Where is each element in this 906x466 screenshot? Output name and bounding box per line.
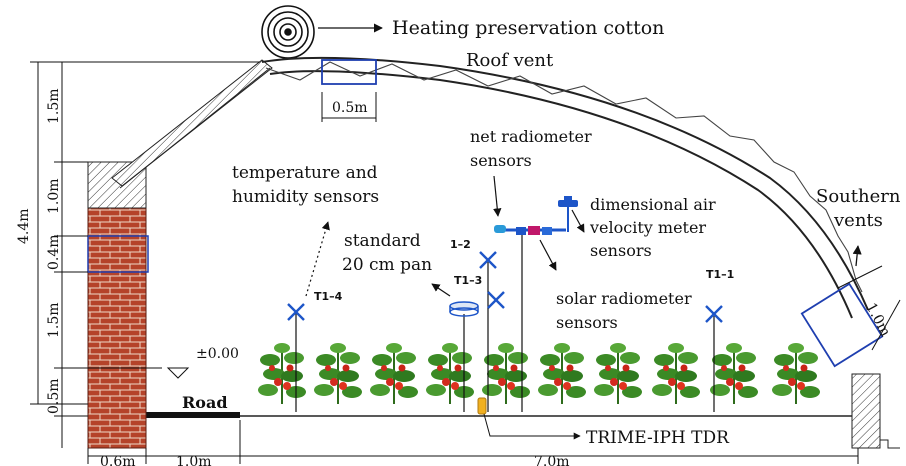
- bottom-dimension-lines: [87, 420, 859, 464]
- air-velocity-label-1: dimensional air: [590, 195, 716, 214]
- air-velocity-label-2: velocity meter: [589, 218, 706, 237]
- sensor-id-t1-3: T1–3: [454, 274, 482, 287]
- southern-label-2: vents: [833, 210, 883, 231]
- pan-label-1: standard: [344, 231, 421, 251]
- southern-arrow: [852, 245, 862, 267]
- sensor-id-t1-4: T1–4: [314, 290, 343, 303]
- tdr-leader: [483, 413, 574, 437]
- pan-label-2: 20 cm pan: [342, 255, 432, 275]
- elevation-marker: [166, 367, 190, 379]
- dim-1-0m: 1.0m: [46, 178, 62, 214]
- air-velocity-arrow: [571, 209, 585, 233]
- north-roof-slope: [111, 59, 273, 189]
- roof-truss: [261, 56, 869, 319]
- southern-vent: [800, 282, 884, 368]
- temp-humidity-label-2: humidity sensors: [232, 187, 379, 207]
- southern-label-1: Southern: [816, 186, 901, 207]
- dim-7-0m: 7.0m: [534, 454, 570, 466]
- insulation-roll-icon: [261, 5, 315, 59]
- dim-1-0m-bottom: 1.0m: [176, 454, 212, 466]
- tomato-plants: [257, 342, 821, 405]
- roof-vent: [321, 59, 377, 85]
- elevation-label: ±0.00: [196, 346, 239, 362]
- left-dimension-lines: [30, 61, 260, 448]
- roof-vent-label: Roof vent: [466, 50, 554, 71]
- solar-radiometer-label-1: solar radiometer: [556, 289, 692, 308]
- cotton-label: Heating preservation cotton: [392, 17, 664, 39]
- temp-sensor-t1-3-icon: [487, 291, 505, 309]
- net-radiometer-arrow: [493, 175, 502, 217]
- dim-1-5m-top: 1.5m: [46, 88, 62, 124]
- temp-sensor-t1-4-icon: [287, 303, 305, 321]
- net-radiometer-label-1: net radiometer: [470, 127, 592, 146]
- dim-0-5m: 0.5m: [46, 378, 62, 414]
- temp-humidity-arrow: [305, 221, 330, 297]
- roof-vent-width: 0.5m: [332, 100, 368, 116]
- tdr-probe: [477, 397, 487, 415]
- dim-4-4m: 4.4m: [16, 208, 32, 244]
- north-wall-brick: [87, 207, 147, 449]
- temp-sensor-t1-1-icon: [705, 305, 723, 323]
- evaporation-pan-icon: [449, 301, 479, 317]
- temp-humidity-label-1: temperature and: [232, 163, 378, 183]
- solar-radiometer-label-2: sensors: [556, 313, 618, 332]
- pan-arrow: [431, 283, 451, 297]
- sensor-id-t1-1: T1–1: [706, 268, 734, 281]
- temp-sensor-t1-2-icon: [479, 251, 497, 269]
- dim-1-5m-bottom: 1.5m: [46, 302, 62, 338]
- south-wall: [851, 373, 881, 449]
- sensor-poles: [295, 232, 715, 412]
- radiometer-assembly: [494, 196, 578, 235]
- solar-radiometer-arrow: [539, 239, 557, 271]
- air-velocity-label-3: sensors: [590, 241, 652, 260]
- road-slab: [146, 412, 240, 418]
- road-label: Road: [182, 393, 228, 412]
- sensor-id-t1-2: 1–2: [450, 238, 471, 251]
- tdr-label: TRIME-IPH TDR: [586, 428, 730, 448]
- dim-0-4m: 0.4m: [46, 234, 62, 270]
- net-radiometer-label-2: sensors: [470, 151, 532, 170]
- wall-window-frame: [87, 235, 149, 273]
- dim-0-6m: 0.6m: [100, 454, 136, 466]
